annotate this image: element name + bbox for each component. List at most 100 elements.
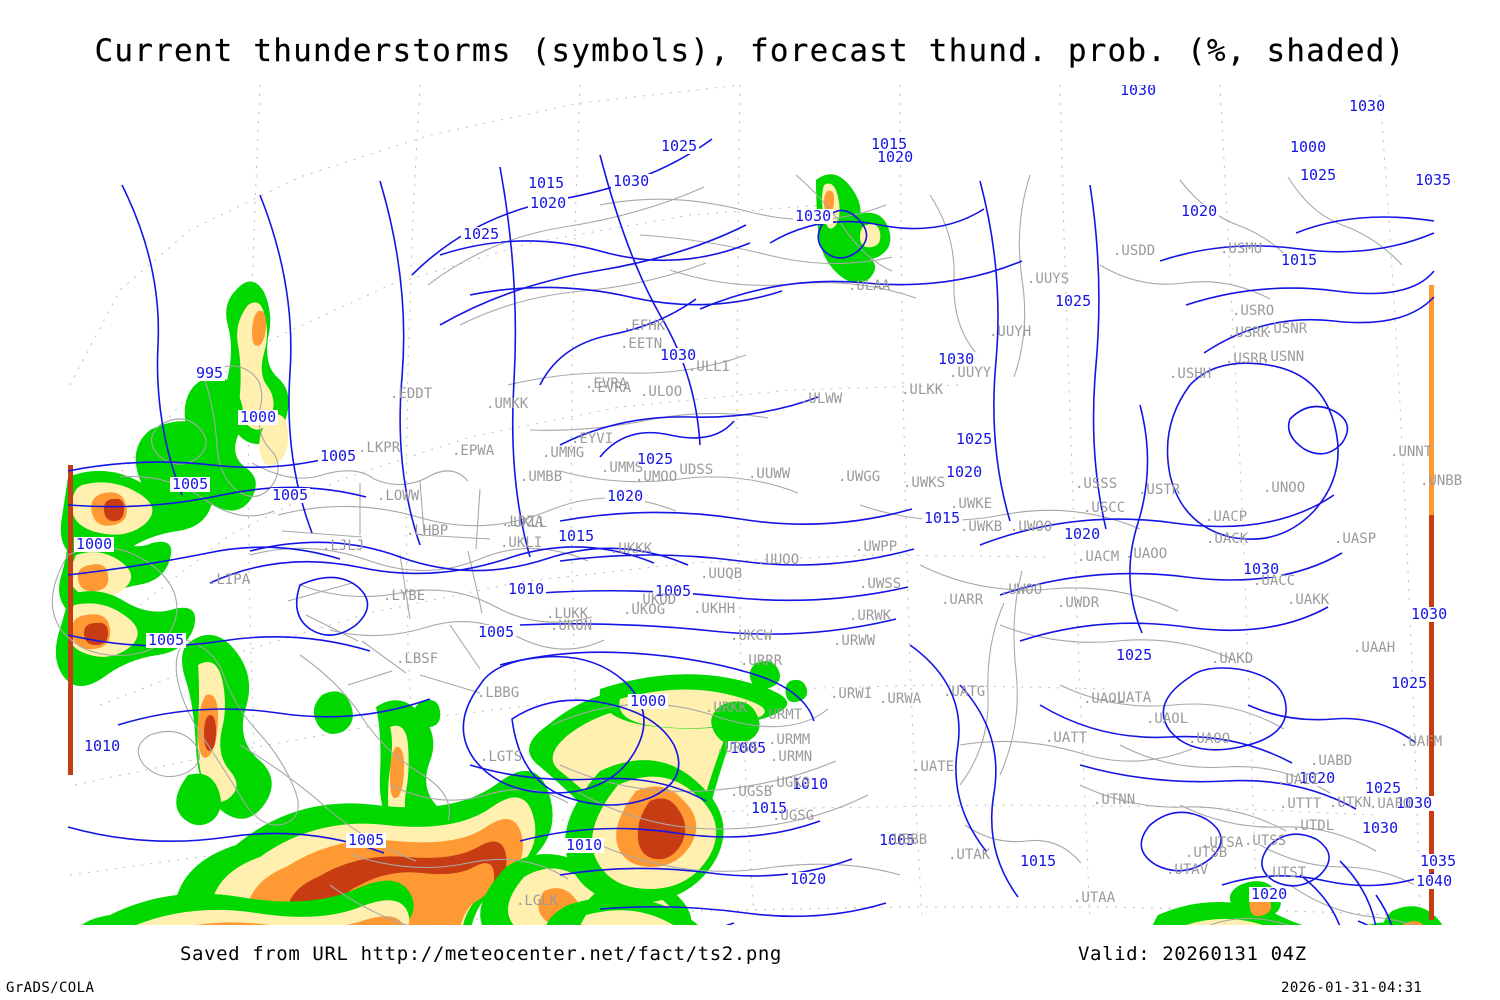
station-label: .LBSF [396,651,438,667]
coastlines [51,174,1423,925]
timestamp-text: 2026-01-31-04:31 [1281,980,1423,996]
station-label: .LDZA [501,514,544,530]
isobar-label: 1010 [564,836,604,854]
isobar-label-text: 1025 [1300,166,1336,184]
isobar-label-text: 1005 [320,447,356,465]
isobar-label-backdrop [653,584,693,599]
isobar-label: 1020 [1297,769,1337,787]
station-label: .LKPR [358,440,401,456]
isobar-label: 1015 [1279,251,1319,269]
isobar-label: 1010 [82,737,122,755]
station-label: .USMU [1220,241,1262,257]
station-label: .UMMG [542,445,584,461]
station-label: .EPWA [452,443,495,459]
station-label: .UMKK [486,396,529,412]
station-label: .UAKD [1211,651,1253,667]
isobar-label-text: 1005 [478,623,514,641]
map-canvas[interactable]: 995 1000 1005 1005 1005 1000 1005 1005 1010 1005 1… [0,85,1500,925]
station-label: .UTSA [1201,835,1244,851]
isobar-label: 1020 [1062,525,1102,543]
isobar-label-text: 1020 [607,487,643,505]
map-content: 995 1000 1005 1005 1005 1000 1005 1005 1010 1005 1… [51,85,1462,925]
isobar-label-backdrop [877,833,917,848]
isobar-label-backdrop [1297,771,1337,786]
station-label: .LGTS [480,749,522,765]
isobar-label: 1025 [1053,292,1093,310]
isobar-label: 1035 [1418,852,1458,870]
isobar-label-backdrop [658,348,698,363]
isobar-label-backdrop [1363,781,1403,796]
isobar-label-text: 1015 [1281,251,1317,269]
isobar-label: 995 [194,364,225,382]
isobar-label: 1020 [788,870,828,888]
isobar-label: 1005 [728,739,768,757]
station-label: .UAFM [1400,734,1442,750]
station-label: .UTAA [1073,890,1116,906]
isobar-label-text: 1020 [530,194,566,212]
station-label: .UWOO [1000,582,1042,598]
station-labels: .EFHK .EETN .EVRA .ULOO .ULLI .ULWW .ULAA .ULKK… [208,241,1462,909]
isobar-label-backdrop [1414,874,1454,889]
station-label: .UUYH [989,324,1031,340]
station-label: .UUQB [700,566,742,582]
station-label: .URKK [705,700,748,716]
map-panel[interactable]: 995 1000 1005 1005 1005 1000 1005 1005 1010 1005 1… [0,85,1500,925]
isobar-label: 1005 [146,631,186,649]
isobar-label: 1020 [944,463,984,481]
station-label: .UAKK [1287,592,1330,608]
station-label: .URRR [740,653,783,669]
station-label: .UBBB [885,832,927,848]
isobar-label-backdrop [936,352,976,367]
station-label: .LOWW [377,488,420,504]
isobar-label: 1035 [1413,171,1453,189]
station-label: .UACK [1206,531,1249,547]
station-label: .UAOL [1146,711,1188,727]
station-label: .ULLI [688,359,730,375]
isobar-label-backdrop [875,150,915,165]
isobar-label-backdrop [788,872,828,887]
isobar-label-text: 1030 [1411,605,1447,623]
isobar-label-backdrop [170,477,210,492]
valid-time-text: Valid: 20260131 04Z [1078,943,1307,965]
station-label: .URWI [830,686,872,702]
isobar-label-backdrop [790,777,830,792]
isobar-label: 1030 [793,207,833,225]
station-label: .USHH [1169,366,1211,382]
isobar-label: 1010 [506,580,546,598]
isobar-label-text: 1025 [463,225,499,243]
isobar-label-backdrop [238,410,278,425]
station-label: .UTSS [1244,833,1286,849]
station-label: .UNOO [1263,480,1305,496]
isobar-label: 1000 [74,535,114,553]
isobar-label-backdrop [749,801,789,816]
isobar-label: 1005 [318,447,358,465]
station-label: .UNBB [1420,473,1462,489]
isobar-label: 1015 [922,509,962,527]
isobar-label-text: 1015 [528,174,564,192]
station-label: .UDSS [671,462,713,478]
station-label: .UWDR [1057,595,1100,611]
isobar-label-backdrop [556,529,596,544]
isobar-label-text: 1025 [637,450,673,468]
isobar-label: 1025 [1389,674,1429,692]
isobar-label-backdrop [628,694,668,709]
isobar-label: 1015 [749,799,789,817]
isobar-label-backdrop [1389,676,1429,691]
station-label: .ULAA [848,278,891,294]
isobar-label-text: 1030 [938,350,974,368]
station-label: .ULWW [800,391,843,407]
isobar-labels: 995 1000 1005 1005 1005 1000 1005 1005 1010 1005 1… [74,85,1458,903]
isobar-label-text: 1035 [1420,852,1456,870]
isobar-label-text: 1025 [1391,674,1427,692]
isobar-label-backdrop [194,366,225,381]
isobar-label-text: 1030 [613,172,649,190]
isobar-label-text: 1015 [924,509,960,527]
station-label: .LGLK [516,893,559,909]
isobar-label-text: 1030 [1243,560,1279,578]
station-label: .USCC [1083,500,1125,516]
shade-cluster-arctic [816,174,891,284]
producer-text: GrADS/COLA [6,980,95,996]
station-label: .UWOO [1010,519,1052,535]
station-label: .UTST [1264,865,1307,881]
